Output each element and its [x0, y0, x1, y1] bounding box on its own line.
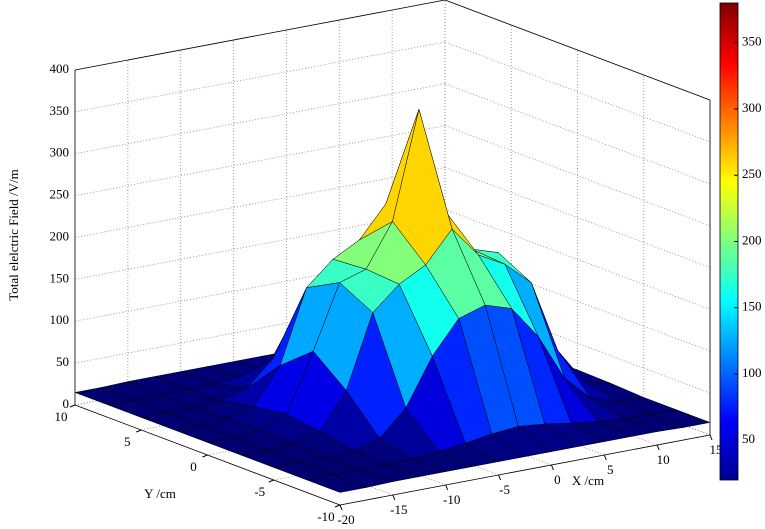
y-tick	[69, 404, 76, 408]
grid-line	[444, 125, 711, 226]
grid-line	[74, 125, 446, 197]
colorbar-tick-label: 100	[742, 365, 762, 380]
z-tick-label: 400	[50, 61, 70, 76]
surface-patch	[305, 474, 368, 493]
z-axis-label: Total elelctric Field /V/m	[6, 169, 21, 301]
x-tick-label: -5	[499, 482, 510, 497]
colorbar-tick-label: 350	[742, 34, 762, 49]
axes: 050100150200250300350400-20-15-10-505101…	[50, 0, 723, 527]
axis-line	[74, 0, 446, 71]
x-tick-label: 10	[657, 452, 670, 467]
x-tick-label: 5	[607, 462, 614, 477]
x-tick-label: -20	[337, 512, 354, 527]
x-tick	[392, 494, 396, 501]
axis-line	[339, 434, 711, 506]
y-tick-label: 10	[55, 409, 68, 424]
z-tick-label: 200	[50, 228, 70, 243]
colorbar-tick-label: 50	[742, 431, 755, 446]
y-tick-label: 5	[124, 434, 131, 449]
y-tick	[334, 504, 341, 508]
x-tick	[445, 484, 449, 491]
y-tick	[136, 429, 142, 433]
x-tick	[550, 464, 554, 471]
y-tick-label: -5	[254, 484, 265, 499]
colorbar-tick-label: 200	[742, 232, 762, 247]
x-tick	[339, 504, 343, 511]
y-tick-label: -10	[317, 509, 334, 524]
z-tick-label: 50	[56, 354, 69, 369]
grid-line	[444, 41, 711, 143]
z-tick-label: 350	[50, 103, 70, 118]
x-tick	[603, 454, 607, 461]
y-axis-label: Y /cm	[144, 486, 176, 501]
colorbar-tick-label: 150	[742, 299, 762, 314]
x-tick	[709, 434, 713, 441]
y-tick	[268, 479, 274, 483]
z-tick-label: 150	[50, 270, 70, 285]
z-tick-label: 300	[50, 145, 70, 160]
axis-line	[444, 0, 711, 101]
x-tick-label: 0	[554, 472, 561, 487]
grid-line	[74, 83, 446, 155]
x-tick-label: -15	[390, 502, 407, 517]
grid-line	[444, 209, 711, 310]
grid-line	[74, 41, 446, 113]
grid-line	[444, 167, 711, 268]
x-tick-label: 15	[710, 442, 723, 457]
z-tick-label: 100	[50, 312, 70, 327]
y-tick	[202, 454, 208, 458]
x-tick	[498, 474, 502, 481]
x-tick	[656, 444, 660, 451]
grid-line	[444, 250, 711, 352]
surface	[74, 108, 711, 493]
x-axis-label: X /cm	[572, 473, 604, 488]
grid-line	[444, 292, 711, 394]
z-tick-label: 250	[50, 187, 70, 202]
grid-line	[444, 83, 711, 185]
axis-line	[74, 404, 341, 506]
z-tick-label: 0	[63, 396, 70, 411]
colorbar-tick-label: 300	[742, 100, 762, 115]
y-tick-label: 0	[190, 459, 197, 474]
colorbar-tick-label: 250	[742, 166, 762, 181]
x-tick-label: -10	[443, 492, 460, 507]
